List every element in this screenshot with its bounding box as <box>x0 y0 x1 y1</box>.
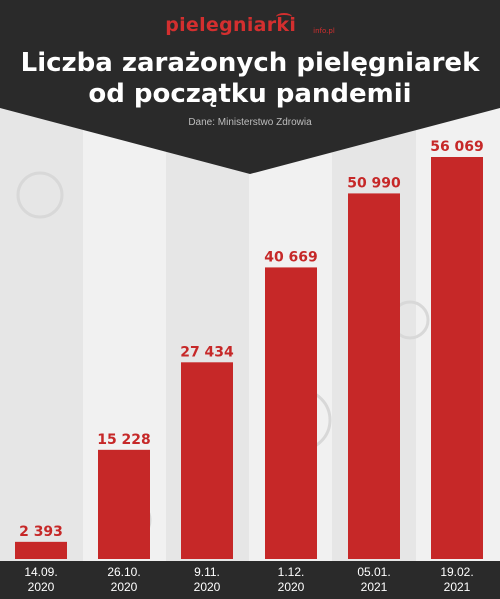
bar-value-label-0: 2 393 <box>19 524 63 540</box>
bar-value-label-2: 27 434 <box>180 344 234 360</box>
x-tick-label-1-year: 2020 <box>111 580 138 594</box>
x-tick-label-2-date: 9.11. <box>194 565 220 579</box>
bar-5 <box>431 157 483 559</box>
x-tick-label-5-date: 19.02. <box>440 565 473 579</box>
header-band <box>0 0 500 174</box>
x-tick-label-5-year: 2021 <box>444 580 471 594</box>
page-title: Liczba zarażonych pielęgniarek od począt… <box>0 48 500 110</box>
bar-2 <box>181 362 233 559</box>
bar-value-label-5: 56 069 <box>430 139 484 155</box>
x-tick-label-4-year: 2021 <box>361 580 388 594</box>
footer-band <box>0 561 500 599</box>
bar-value-label-1: 15 228 <box>97 432 151 448</box>
bar-0 <box>15 541 67 559</box>
logo-arc-icon <box>276 13 293 21</box>
bar-4 <box>348 193 400 559</box>
x-tick-label-2-year: 2020 <box>194 580 221 594</box>
x-tick-label-1-date: 26.10. <box>107 565 140 579</box>
x-tick-label-0-year: 2020 <box>28 580 55 594</box>
bar-1 <box>98 449 150 559</box>
bar-3 <box>265 267 317 559</box>
x-tick-label-3-year: 2020 <box>278 580 305 594</box>
x-tick-label-3-date: 1.12. <box>278 565 305 579</box>
logo-text: pielegniarki <box>165 14 297 36</box>
source-note: Dane: Ministerstwo Zdrowia <box>188 117 312 128</box>
logo: pielegniarki info.pl <box>0 13 500 36</box>
bar-value-label-3: 40 669 <box>264 249 318 265</box>
bar-value-label-4: 50 990 <box>347 175 401 191</box>
title-line-2: od początku pandemii <box>88 79 412 109</box>
logo-domain: info.pl <box>313 27 335 35</box>
x-tick-label-4-date: 05.01. <box>357 565 390 579</box>
title-line-1: Liczba zarażonych pielęgniarek <box>20 48 480 78</box>
x-tick-label-0-date: 14.09. <box>24 565 57 579</box>
